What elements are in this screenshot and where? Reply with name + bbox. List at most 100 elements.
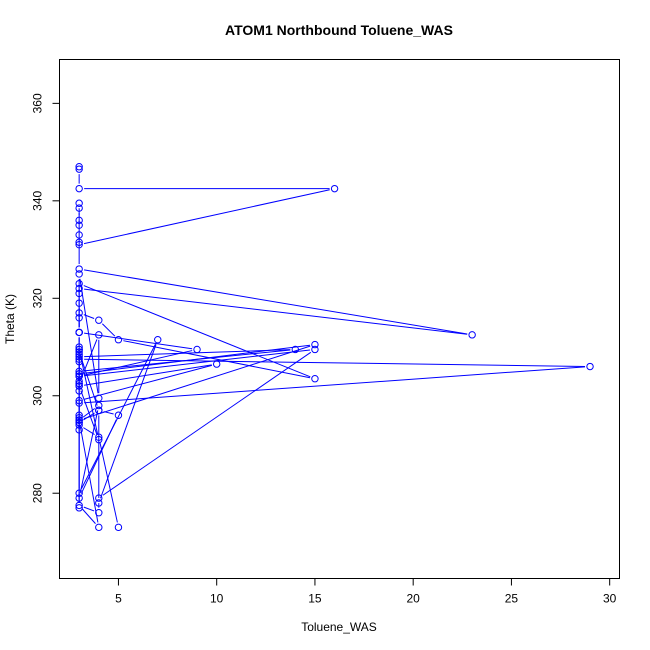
data-point — [75, 343, 83, 351]
series-segment — [83, 189, 330, 245]
data-point — [114, 523, 123, 532]
series-segment — [80, 356, 98, 406]
y-tick-label: 320 — [31, 288, 45, 308]
data-point — [154, 336, 162, 344]
data-point — [75, 279, 83, 288]
data-point — [75, 314, 83, 322]
data-point — [75, 299, 83, 307]
data-point — [193, 345, 201, 354]
data-point — [75, 504, 83, 512]
y-tick-label: 280 — [31, 483, 45, 503]
data-point — [95, 435, 103, 444]
data-point — [75, 411, 83, 419]
data-point — [75, 165, 83, 173]
data-point — [75, 284, 83, 293]
data-point — [75, 353, 83, 361]
series-segment — [84, 349, 291, 358]
data-point — [75, 387, 83, 395]
y-tick-label: 360 — [31, 93, 45, 113]
x-tick-label: 30 — [603, 592, 617, 606]
data-point — [75, 238, 83, 246]
series-segment — [84, 349, 291, 372]
data-point — [95, 401, 103, 410]
series-segment — [84, 332, 193, 350]
data-point — [75, 377, 83, 385]
x-tick-label: 10 — [210, 592, 224, 606]
data-point — [95, 394, 103, 402]
data-point — [75, 367, 83, 376]
series-segment — [79, 424, 99, 523]
data-point — [75, 489, 83, 497]
series-segment — [79, 410, 99, 494]
series-segment — [100, 344, 157, 499]
data-point — [95, 523, 103, 532]
data-point — [311, 340, 319, 349]
series-segment — [83, 506, 95, 512]
y-axis: 280 300 320 340 360 — [31, 93, 60, 503]
data-point — [75, 501, 83, 510]
data-point — [75, 348, 83, 356]
x-axis: 5 10 15 20 25 30 — [115, 578, 617, 606]
data-point — [95, 433, 103, 441]
data-point — [75, 289, 83, 298]
data-point — [75, 270, 83, 278]
series-segment — [79, 354, 99, 435]
data-point — [95, 509, 103, 517]
data-point — [75, 204, 83, 212]
x-axis-label: Toluene_WAS — [301, 620, 377, 634]
data-point — [75, 372, 83, 380]
series-segment — [82, 408, 96, 418]
data-point — [75, 382, 83, 390]
data-point — [468, 331, 476, 339]
series-segment — [83, 269, 468, 335]
data-point — [75, 399, 83, 407]
series-segment — [83, 364, 212, 400]
series-segment — [102, 351, 312, 496]
x-tick-label: 20 — [407, 592, 421, 606]
data-point — [75, 426, 83, 434]
data-point — [212, 360, 221, 368]
x-tick-label: 5 — [115, 592, 122, 606]
series-toluene — [75, 163, 594, 532]
data-point — [75, 370, 83, 378]
data-point — [95, 316, 103, 324]
data-point — [75, 163, 83, 171]
series-segment — [99, 441, 118, 523]
series-segment — [80, 343, 156, 489]
data-point — [75, 418, 83, 427]
data-point — [75, 265, 83, 273]
data-point — [75, 421, 83, 429]
series-segment — [83, 350, 193, 376]
data-point — [311, 374, 319, 383]
data-point — [75, 494, 83, 502]
data-point — [75, 328, 83, 337]
data-point — [586, 362, 594, 371]
data-point — [95, 494, 103, 502]
data-point — [75, 345, 83, 354]
data-point — [311, 345, 319, 354]
series-segment — [82, 508, 96, 524]
data-point — [95, 331, 103, 339]
chart-title: ATOM1 Northbound Toluene_WAS — [225, 22, 453, 38]
data-point — [75, 357, 83, 366]
series-segment — [84, 364, 212, 386]
x-tick-label: 15 — [308, 592, 322, 606]
data-point — [95, 499, 103, 507]
data-point — [291, 345, 299, 354]
series-segment — [84, 288, 468, 335]
series-segment — [84, 366, 586, 404]
data-point — [75, 184, 83, 193]
x-tick-label: 25 — [505, 592, 519, 606]
data-point — [95, 406, 103, 415]
series-segment — [83, 345, 311, 420]
data-point — [75, 231, 83, 239]
data-point — [75, 379, 83, 388]
y-tick-label: 300 — [31, 385, 45, 405]
data-point — [75, 240, 83, 249]
data-point — [75, 199, 83, 207]
series-segment — [101, 323, 116, 337]
series-segment — [83, 427, 95, 435]
data-point — [114, 411, 123, 419]
data-point — [75, 396, 83, 405]
